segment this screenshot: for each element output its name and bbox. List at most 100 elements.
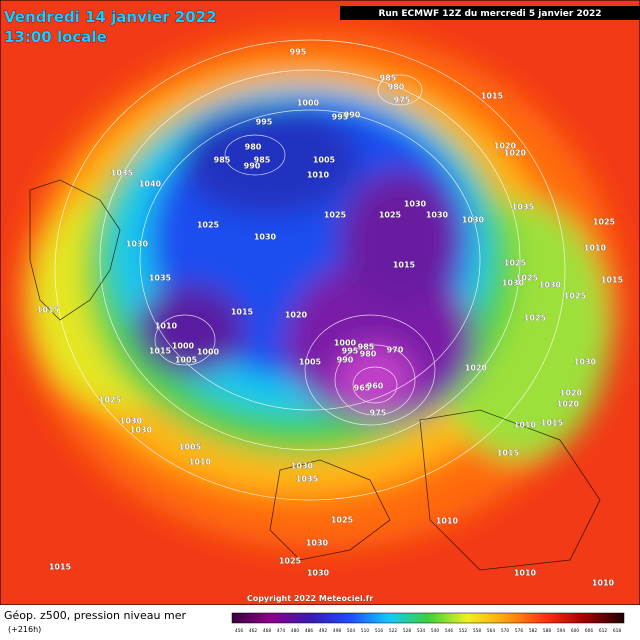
isobar-label: 1015 <box>541 419 564 428</box>
isobar-label: 1035 <box>296 475 319 484</box>
field <box>0 0 640 605</box>
colorbar-tick-label: 474 <box>277 628 285 634</box>
isobar-label: 1000 <box>197 348 220 357</box>
isobar-label: 970 <box>387 346 404 355</box>
colorbar <box>231 612 625 624</box>
colorbar-tick-label: 462 <box>249 628 257 634</box>
isobar-label: 980 <box>388 83 405 92</box>
isobar-label: 995 <box>256 118 273 127</box>
isobar-label: 1005 <box>299 358 322 367</box>
colorbar-tick-label: 600 <box>571 628 579 634</box>
isobar-label: 1010 <box>189 458 212 467</box>
colorbar-tick-label: 510 <box>361 628 369 634</box>
isobar-label: 1020 <box>504 149 527 158</box>
colorbar-tick-label: 594 <box>557 628 565 634</box>
colorbar-tick-label: 480 <box>291 628 299 634</box>
colorbar-tick-label: 492 <box>319 628 327 634</box>
colorbar-tick-label: 486 <box>305 628 313 634</box>
isobar-label: 990 <box>337 356 354 365</box>
run-info: Run ECMWF 12Z du mercredi 5 janvier 2022 <box>378 9 601 19</box>
isobar-label: 1040 <box>139 180 162 189</box>
isobar-label: 1015 <box>49 563 72 572</box>
colorbar-tick-label: 582 <box>529 628 537 634</box>
colorbar-tick-label: 504 <box>347 628 355 634</box>
copyright: Copyright 2022 Meteociel.fr <box>247 594 373 603</box>
colorbar-tick-label: 528 <box>403 628 411 634</box>
isobar-label: 1030 <box>426 211 449 220</box>
colorbar-tick-label: 546 <box>445 628 453 634</box>
isobar-label: 1025 <box>593 218 616 227</box>
colorbar-tick-label: 522 <box>389 628 397 634</box>
isobar-label: 1010 <box>436 517 459 526</box>
isobar-label: 1010 <box>514 569 537 578</box>
colorbar-tick-label: 564 <box>487 628 495 634</box>
colorbar-tick-label: 534 <box>417 628 425 634</box>
isobar-label: 1015 <box>37 306 60 315</box>
isobar-label: 980 <box>245 143 262 152</box>
isobar-label: 965 <box>354 384 371 393</box>
isobar-label: 1025 <box>279 557 302 566</box>
isobar-label: 1030 <box>307 569 330 578</box>
isobar-label: 1010 <box>307 171 330 180</box>
isobar-label: 1015 <box>601 276 624 285</box>
isobar-label: 1030 <box>306 539 329 548</box>
horizon: (+216h) <box>8 625 41 634</box>
isobar-label: 990 <box>244 162 261 171</box>
isobar-label: 1030 <box>130 426 153 435</box>
isobar-label: 1030 <box>502 279 525 288</box>
isobar-label: 1000 <box>334 339 357 348</box>
isobar-label: 1020 <box>285 311 308 320</box>
isobar-label: 960 <box>367 382 384 391</box>
isobar-label: 1035 <box>111 169 134 178</box>
isobar-label: 1010 <box>584 244 607 253</box>
isobar-label: 1020 <box>557 400 580 409</box>
isobar-label: 1000 <box>172 342 195 351</box>
caption: Géop. z500, pression niveau mer <box>4 609 187 622</box>
isobar-label: 1020 <box>465 364 488 373</box>
colorbar-tick-label: 468 <box>263 628 271 634</box>
isobar-label: 1035 <box>149 274 172 283</box>
isobar-label: 1025 <box>524 314 547 323</box>
colorbar-tick-label: 570 <box>501 628 509 634</box>
colorbar-tick-label: 558 <box>473 628 481 634</box>
isobar-label: 1035 <box>512 203 535 212</box>
isobar-label: 1030 <box>539 281 562 290</box>
colorbar-tick-label: 552 <box>459 628 467 634</box>
colorbar-tick-label: 618 <box>613 628 621 634</box>
isobar-label: 1025 <box>324 211 347 220</box>
isobar-label: 975 <box>394 96 411 105</box>
title-date: Vendredi 14 janvier 2022 <box>4 8 217 26</box>
title-time: 13:00 locale <box>4 28 107 46</box>
isobar-label: 1030 <box>574 358 597 367</box>
isobar-label: 1025 <box>504 259 527 268</box>
isobar-label: 1015 <box>497 449 520 458</box>
isobar-label: 1015 <box>149 347 172 356</box>
isobar-label: 1005 <box>175 356 198 365</box>
isobar-label: 1025 <box>99 396 122 405</box>
isobar-label: 1025 <box>197 221 220 230</box>
isobar-label: 1015 <box>481 92 504 101</box>
colorbar-ticks: 456 462 468 474 480 486 492 498 504 510 516 522 528 5… <box>235 628 621 634</box>
isobar-label: 995 <box>342 347 359 356</box>
isobar-label: 980 <box>360 350 377 359</box>
colorbar-tick-label: 516 <box>375 628 383 634</box>
isobar-label: 1020 <box>560 389 583 398</box>
isobar-label: 1030 <box>126 240 149 249</box>
isobar-label: 1005 <box>313 156 336 165</box>
isobar-label: 1025 <box>379 211 402 220</box>
run-box <box>340 6 640 20</box>
isobar-label: 1005 <box>179 443 202 452</box>
isobar-label: 1010 <box>155 322 178 331</box>
isobar-label: 1025 <box>564 292 587 301</box>
isobar-label: 1030 <box>404 200 427 209</box>
isobar-label: 1020 <box>494 142 517 151</box>
isobar-label: 995 <box>332 113 349 122</box>
isobar-label: 1030 <box>462 216 485 225</box>
isobar-label: 1015 <box>393 261 416 270</box>
isobar-label: 1030 <box>291 462 314 471</box>
isobar-label: 975 <box>370 409 387 418</box>
isobar-label: 985 <box>358 343 375 352</box>
isobar-label: 985 <box>254 156 271 165</box>
